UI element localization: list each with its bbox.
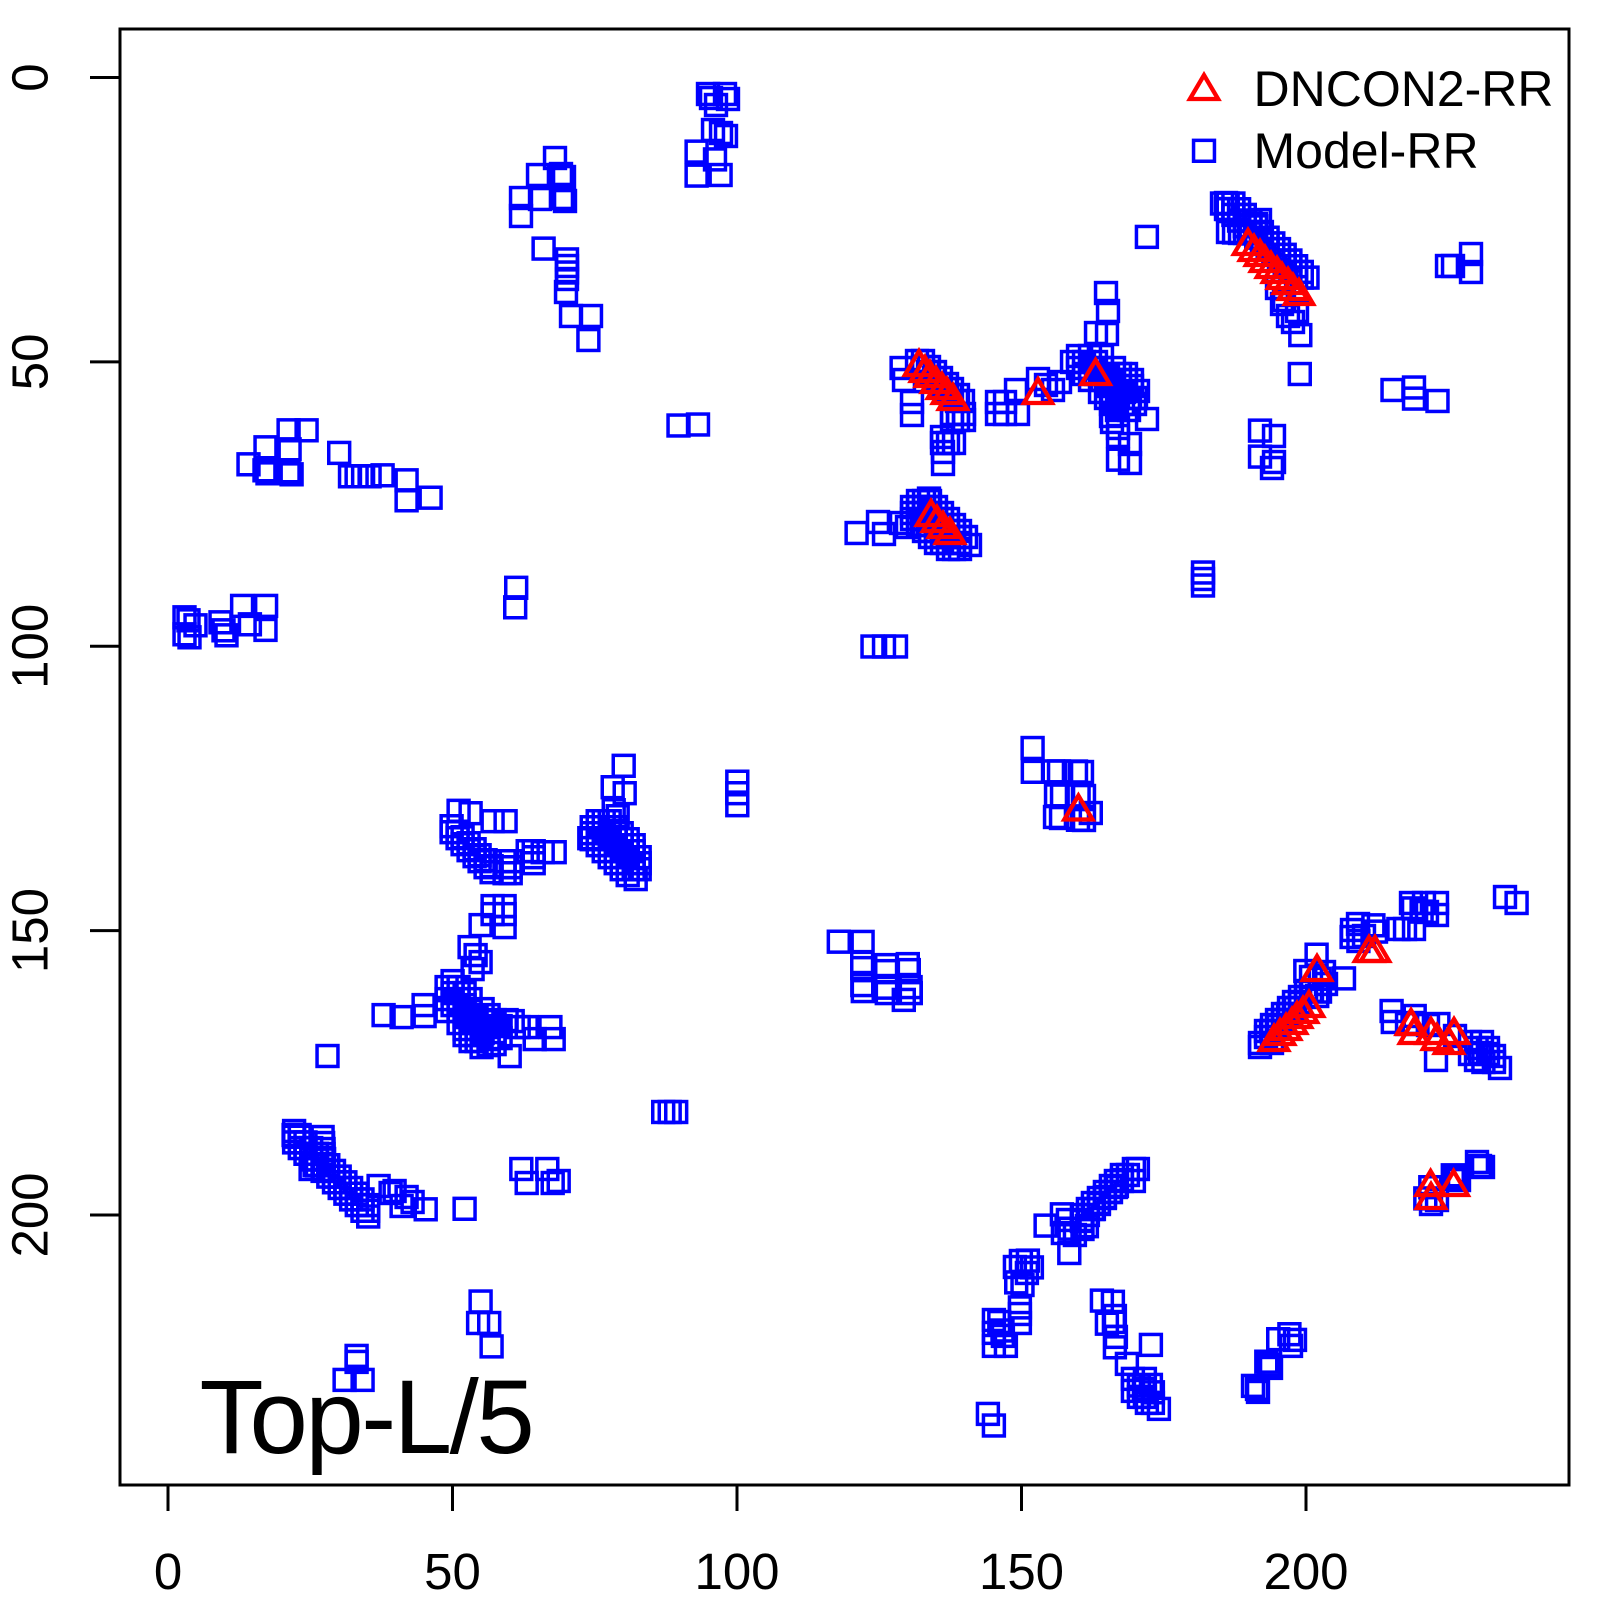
- svg-text:Top-L/5: Top-L/5: [200, 1359, 533, 1476]
- svg-text:0: 0: [154, 1543, 182, 1600]
- svg-text:150: 150: [2, 888, 59, 973]
- svg-text:100: 100: [2, 604, 59, 689]
- svg-text:DNCON2-RR: DNCON2-RR: [1254, 61, 1554, 117]
- svg-text:0: 0: [2, 63, 59, 91]
- svg-text:Model-RR: Model-RR: [1254, 123, 1479, 179]
- svg-text:50: 50: [424, 1543, 481, 1600]
- svg-text:50: 50: [2, 334, 59, 391]
- svg-text:150: 150: [979, 1543, 1064, 1600]
- svg-text:200: 200: [1263, 1543, 1348, 1600]
- svg-text:100: 100: [694, 1543, 779, 1600]
- svg-text:200: 200: [2, 1172, 59, 1257]
